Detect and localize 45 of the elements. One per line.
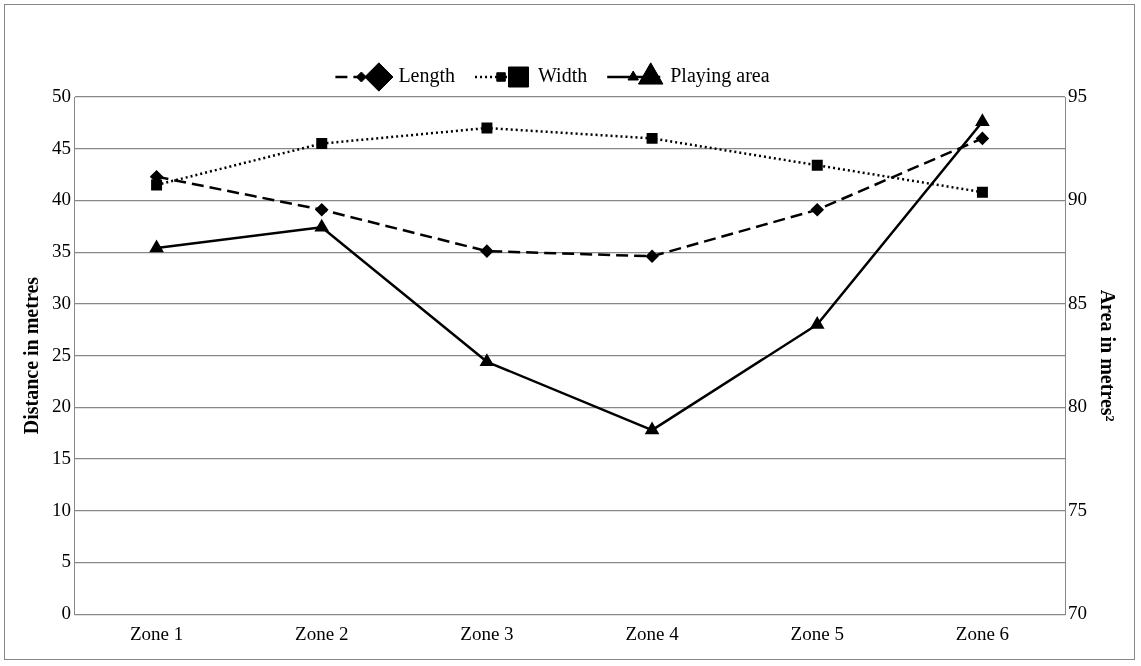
point: [811, 159, 823, 171]
y-tick-label: 0: [61, 602, 71, 624]
y-tick-label: 5: [61, 550, 71, 572]
y2-tick-label: 95: [1068, 84, 1087, 106]
y2-tick-label: 80: [1068, 395, 1087, 417]
y-tick-label: 35: [52, 240, 71, 262]
y2-axis-title: Area in metres²: [1096, 289, 1119, 422]
y-axis-title: Distance in metres: [20, 276, 43, 435]
y-tick-label: 50: [52, 84, 71, 106]
point: [976, 186, 988, 198]
x-tick-label: Zone 1: [129, 622, 184, 644]
legend-label: Length: [398, 64, 456, 88]
point: [811, 203, 824, 216]
point: [481, 122, 493, 134]
y2-tick-label: 90: [1068, 188, 1087, 210]
y2-tick-label: 70: [1068, 602, 1087, 624]
point: [480, 354, 494, 367]
y-tick-label: 25: [52, 343, 71, 365]
point: [315, 203, 328, 216]
point: [810, 317, 824, 329]
point: [645, 250, 659, 263]
y-tick-label: 45: [52, 136, 71, 158]
x-tick-label: Zone 6: [955, 622, 1010, 644]
point: [316, 138, 328, 150]
point: [315, 220, 329, 232]
point: [480, 244, 494, 258]
point: [975, 114, 989, 127]
point: [150, 240, 164, 253]
legend-label: Playing area: [670, 64, 770, 88]
legend-label: Width: [538, 64, 588, 87]
point: [976, 132, 989, 145]
point: [645, 422, 659, 435]
y2-tick-label: 75: [1068, 498, 1087, 520]
x-tick-label: Zone 2: [295, 622, 349, 644]
y-tick-label: 20: [52, 395, 71, 417]
y-tick-label: 30: [52, 291, 71, 313]
x-tick-label: Zone 4: [625, 622, 680, 644]
x-tick-label: Zone 5: [790, 622, 844, 644]
point: [151, 179, 163, 191]
y-tick-label: 15: [52, 447, 71, 469]
x-tick-label: Zone 3: [460, 622, 514, 644]
y2-tick-label: 85: [1068, 291, 1087, 313]
point: [646, 132, 658, 144]
y-tick-label: 40: [52, 188, 71, 210]
y-tick-label: 10: [52, 498, 71, 520]
